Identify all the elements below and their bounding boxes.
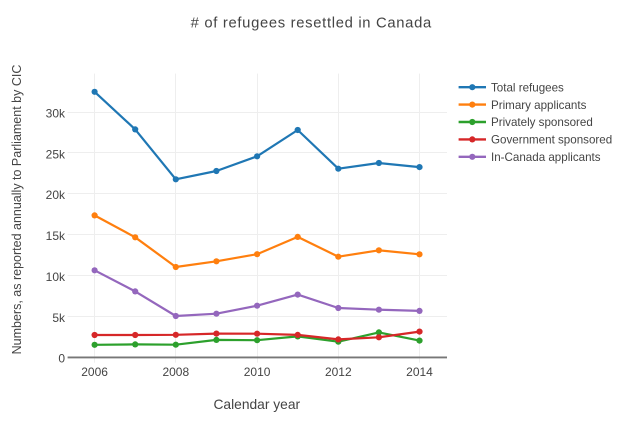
- svg-text:2012: 2012: [325, 365, 352, 379]
- svg-text:2014: 2014: [406, 365, 433, 379]
- svg-text:2010: 2010: [244, 365, 271, 379]
- svg-text:25k: 25k: [46, 147, 66, 161]
- svg-text:Primary applicants: Primary applicants: [491, 99, 587, 112]
- svg-text:Total refugees: Total refugees: [491, 81, 564, 94]
- svg-text:2008: 2008: [162, 365, 189, 379]
- svg-text:Privately sponsored: Privately sponsored: [491, 116, 593, 129]
- svg-text:Calendar year: Calendar year: [213, 397, 300, 412]
- svg-text:Numbers, as reported annually: Numbers, as reported annually to Parliam…: [10, 65, 24, 355]
- svg-text:0: 0: [58, 352, 65, 366]
- svg-text:# of refugees resettled in Can: # of refugees resettled in Canada: [191, 16, 432, 32]
- svg-text:15k: 15k: [46, 229, 66, 243]
- svg-text:30k: 30k: [46, 106, 66, 120]
- svg-text:5k: 5k: [52, 311, 66, 325]
- svg-text:In-Canada applicants: In-Canada applicants: [491, 151, 601, 164]
- svg-text:20k: 20k: [46, 188, 66, 202]
- svg-text:10k: 10k: [46, 270, 66, 284]
- svg-text:Government sponsored: Government sponsored: [491, 134, 612, 147]
- svg-text:2006: 2006: [81, 365, 108, 379]
